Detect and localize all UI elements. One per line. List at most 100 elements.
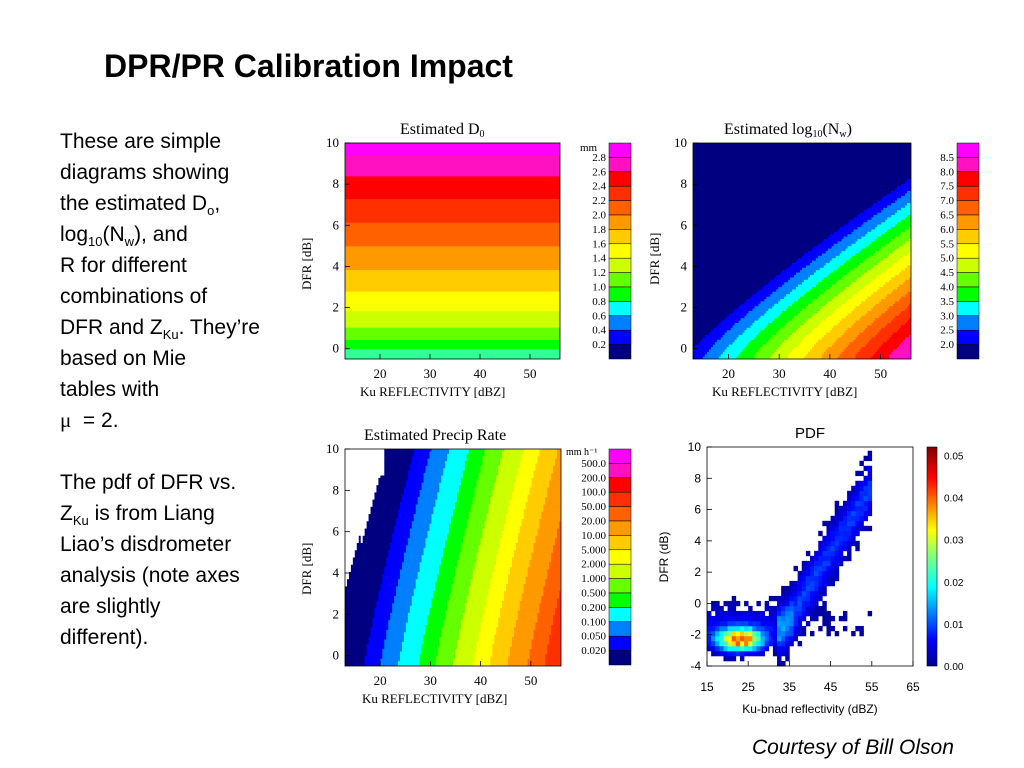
pdf-cell — [781, 600, 786, 607]
nw-cell — [875, 227, 892, 230]
pdf-cell — [797, 615, 803, 622]
rain-cell — [441, 557, 460, 561]
pdf-cell — [715, 620, 720, 627]
rain-cell — [492, 494, 513, 498]
pdf-cell — [793, 600, 798, 607]
rain-cell — [517, 540, 537, 544]
rain-cell — [419, 658, 436, 662]
rain-cell — [517, 610, 540, 614]
nw-cell — [831, 258, 851, 262]
rain-cell — [345, 612, 376, 616]
nw-cell — [693, 270, 783, 274]
rain-cell — [413, 453, 431, 457]
pdf-cell — [764, 640, 770, 647]
nw-cell — [887, 267, 906, 271]
rain-cell — [472, 571, 493, 575]
rain-cell — [427, 615, 446, 619]
nw-cell — [819, 308, 837, 312]
pdf-cell — [719, 605, 724, 612]
pdf-cell — [781, 615, 786, 622]
rain-cell — [500, 612, 519, 616]
rain-cell — [494, 567, 511, 571]
nw-cell — [827, 301, 847, 305]
d0-colorbar-swatch — [608, 200, 632, 216]
pdf-cell — [748, 635, 753, 642]
pdf-cell — [830, 520, 836, 527]
rain-cell — [345, 506, 372, 510]
rain-cell — [502, 456, 523, 460]
rain-cell — [490, 579, 509, 583]
rain-cell — [423, 550, 444, 554]
nw-cell — [710, 330, 728, 334]
rain-cell — [509, 499, 529, 503]
rain-cell — [531, 639, 550, 643]
rain-cell — [462, 475, 480, 479]
pdf-cell — [851, 630, 856, 637]
rain-cell — [441, 632, 460, 636]
rain-cell — [480, 538, 501, 542]
rain-cell — [537, 530, 558, 534]
rain-cell — [500, 463, 521, 467]
nw-cell — [869, 243, 886, 247]
d0-colorbar-label: 2.8 — [592, 152, 606, 164]
rain-cell — [427, 535, 448, 539]
nw-cell — [744, 330, 761, 334]
pdf-cell — [756, 610, 761, 617]
nw-cell — [847, 222, 865, 226]
rain-cell — [384, 458, 413, 462]
rain-cell — [423, 473, 444, 477]
rain-cell — [345, 545, 358, 549]
nw-cell — [907, 291, 911, 295]
nw-cell — [722, 351, 742, 355]
nw-cell — [833, 231, 853, 235]
rain-cell — [557, 451, 561, 455]
pdf-cell — [756, 600, 761, 607]
pdf-cell — [851, 500, 856, 507]
pdf-cell — [785, 635, 790, 642]
text-line: the estimated Do, — [60, 192, 221, 219]
nw-cell — [805, 335, 825, 338]
nw-cell — [847, 313, 867, 317]
nw-cell — [774, 351, 791, 355]
rain-cell — [401, 649, 423, 653]
pdf-cell — [797, 605, 803, 612]
nw-cell — [704, 354, 722, 358]
pdf-cell — [814, 590, 819, 597]
rain-cell — [364, 658, 381, 662]
rain-cell — [553, 617, 561, 621]
rain-cell — [490, 581, 509, 585]
pdf-cell — [756, 650, 761, 657]
nw-cell — [885, 311, 902, 314]
rain-cell — [496, 480, 517, 484]
rain-cell — [354, 555, 389, 559]
rain-cell — [553, 550, 561, 554]
nw-cell — [905, 323, 911, 326]
rain-cell — [411, 523, 431, 527]
nw-cell — [782, 342, 801, 346]
nw-cell — [865, 234, 882, 238]
rain-cell — [537, 456, 558, 460]
rain-cell — [472, 502, 491, 506]
pdf-cell — [830, 580, 836, 587]
rain-cell — [472, 661, 491, 665]
pdf-cell — [797, 590, 803, 597]
pdf-cell — [830, 530, 836, 537]
rain-cell — [533, 637, 550, 641]
pdf-cell — [855, 510, 860, 517]
rain-cell — [413, 593, 434, 597]
d0-colorbar-label: 1.6 — [592, 238, 606, 250]
rain-cell — [519, 600, 542, 604]
rain-cell — [394, 598, 413, 602]
rain-cell — [492, 576, 509, 580]
pdf-cell — [739, 625, 745, 632]
pdf-cell — [855, 545, 860, 552]
rain-cell — [437, 649, 456, 653]
pdf-cell — [723, 645, 728, 652]
rain-cell — [511, 644, 533, 648]
nw-cell — [905, 217, 911, 221]
pdf-cell — [822, 575, 827, 582]
rain-cell — [370, 506, 401, 510]
rain-cell — [492, 644, 513, 648]
rain-cell — [509, 502, 527, 506]
rain-cell — [504, 449, 525, 453]
